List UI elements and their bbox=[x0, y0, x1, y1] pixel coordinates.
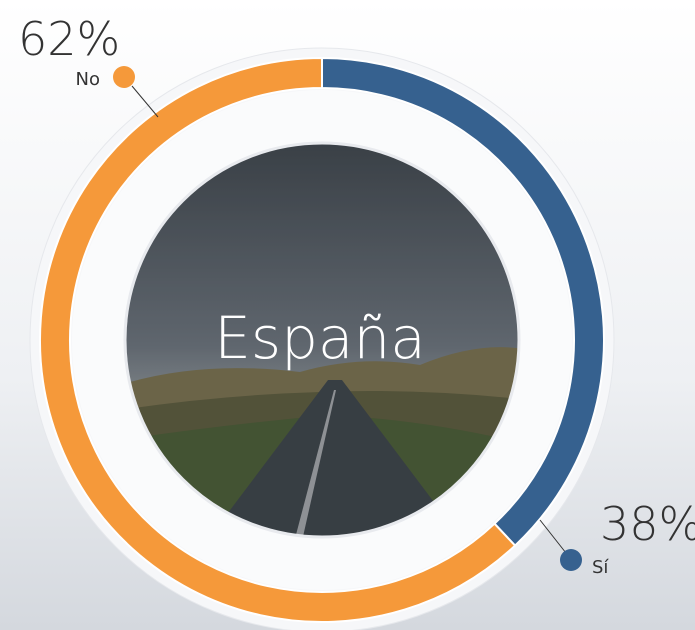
leader-line bbox=[539, 519, 567, 554]
slice-name: Sí bbox=[592, 557, 609, 578]
legend-dot bbox=[560, 549, 582, 571]
legend-dot bbox=[113, 66, 135, 88]
slice-name: No bbox=[76, 69, 100, 90]
value-label: 38% bbox=[600, 497, 695, 551]
donut-segment bbox=[39, 56, 517, 623]
photo-border bbox=[123, 141, 521, 539]
leader-line bbox=[131, 85, 159, 118]
center-label: España bbox=[214, 304, 426, 372]
value-label: 62% bbox=[18, 12, 120, 66]
